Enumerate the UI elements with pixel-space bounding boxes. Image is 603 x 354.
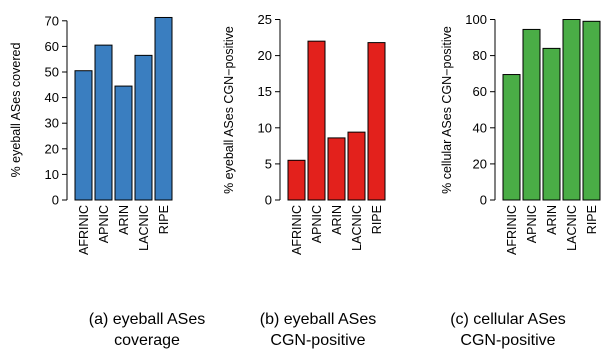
bar-ripe	[582, 20, 601, 201]
bar-lacnic	[562, 19, 581, 201]
category-label: APNIC	[525, 205, 539, 243]
caption-c: (c) cellular ASes CGN-positive	[450, 311, 566, 349]
bar-apnic	[307, 40, 326, 201]
bar-arin	[542, 47, 561, 201]
y-tick-label: 50	[45, 65, 59, 80]
y-tick-label: 20	[473, 156, 487, 171]
y-tick-label: 70	[45, 13, 59, 28]
bar-lacnic	[134, 54, 153, 201]
category-label: LACNIC	[350, 205, 364, 251]
y-tick-label: 20	[45, 141, 59, 156]
bar-ripe	[367, 42, 386, 201]
bar-arin	[114, 85, 133, 201]
y-tick-label: 30	[45, 116, 59, 131]
bar-afrinic	[74, 70, 93, 201]
y-tick-label: 80	[473, 48, 487, 63]
category-label: AFRINIC	[505, 205, 519, 255]
y-tick-label: 5	[265, 156, 272, 171]
category-label: ARIN	[117, 205, 131, 235]
category-label: APNIC	[310, 205, 324, 243]
y-tick-label: 60	[473, 84, 487, 99]
bar-apnic	[522, 28, 541, 201]
caption-a: (a) eyeball ASes coverage	[88, 311, 206, 349]
y-axis-label: % cellular ASes CGN−positive	[440, 26, 454, 194]
y-tick-label: 60	[45, 39, 59, 54]
category-label: RIPE	[585, 205, 599, 234]
bar-apnic	[94, 44, 113, 201]
y-tick-label: 0	[265, 193, 272, 208]
y-tick-label: 40	[473, 120, 487, 135]
bar-lacnic	[347, 131, 366, 201]
y-tick-label: 15	[258, 84, 272, 99]
y-tick-label: 10	[45, 167, 59, 182]
y-tick-label: 10	[258, 120, 272, 135]
y-axis-label: % eyeball ASes covered	[9, 43, 23, 178]
category-label: APNIC	[97, 205, 111, 243]
category-label: AFRINIC	[77, 205, 91, 255]
category-label: LACNIC	[565, 205, 579, 251]
category-label: AFRINIC	[290, 205, 304, 255]
bar-afrinic	[287, 159, 306, 201]
caption-b: (b) eyeball ASes CGN-positive	[259, 311, 377, 349]
y-tick-label: 20	[258, 48, 272, 63]
category-label: RIPE	[157, 205, 171, 234]
y-tick-label: 25	[258, 12, 272, 27]
bar-afrinic	[502, 74, 521, 201]
category-label: RIPE	[370, 205, 384, 234]
y-tick-label: 40	[45, 90, 59, 105]
y-axis-label: % eyeball ASes CGN−positive	[222, 26, 236, 194]
bar-ripe	[154, 16, 173, 201]
category-label: ARIN	[545, 205, 559, 235]
category-label: ARIN	[330, 205, 344, 235]
category-label: LACNIC	[137, 205, 151, 251]
y-tick-label: 0	[480, 193, 487, 208]
bar-arin	[327, 137, 346, 201]
y-tick-label: 100	[465, 12, 487, 27]
y-tick-label: 0	[52, 193, 59, 208]
